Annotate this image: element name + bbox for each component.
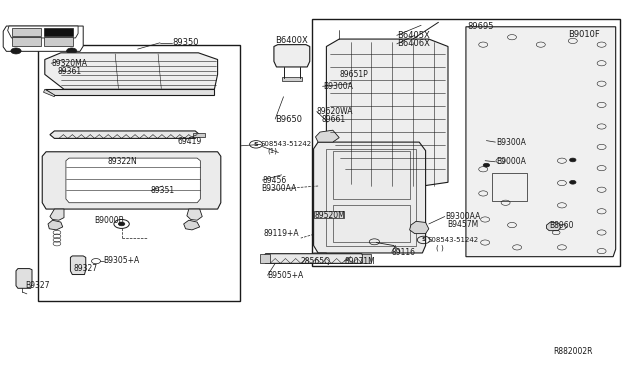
Bar (282, 77, 302, 81)
Text: B9010F: B9010F (568, 31, 600, 39)
Polygon shape (50, 131, 200, 138)
Text: B9000B: B9000B (95, 216, 124, 225)
Bar (12, 28, 41, 36)
Text: 89350: 89350 (173, 38, 199, 47)
Polygon shape (66, 158, 200, 203)
Polygon shape (466, 27, 616, 257)
Text: 89661: 89661 (322, 115, 346, 124)
Circle shape (483, 163, 490, 167)
Polygon shape (45, 89, 214, 95)
Bar (44, 28, 73, 36)
Text: 89520M: 89520M (315, 211, 346, 220)
Text: 89651P: 89651P (339, 70, 368, 79)
Text: 89322N: 89322N (108, 157, 137, 166)
Polygon shape (44, 89, 54, 97)
Circle shape (118, 222, 125, 226)
Text: (1): (1) (268, 148, 278, 154)
Bar (38, 45, 240, 301)
Polygon shape (42, 152, 221, 209)
Text: B9505+A: B9505+A (268, 271, 304, 280)
Text: B9000A: B9000A (496, 157, 526, 166)
Circle shape (67, 48, 77, 54)
Polygon shape (8, 26, 78, 38)
Text: 89071M: 89071M (344, 257, 375, 266)
Bar (260, 254, 270, 263)
Text: S: S (421, 237, 426, 243)
Text: B6406X: B6406X (397, 39, 429, 48)
Bar (314, 211, 344, 218)
Text: 89327: 89327 (74, 264, 98, 273)
Polygon shape (547, 222, 561, 231)
Circle shape (11, 48, 21, 54)
Text: 89351: 89351 (150, 186, 175, 195)
Bar (333, 151, 410, 199)
Polygon shape (274, 45, 310, 67)
Text: 89320MA: 89320MA (51, 59, 87, 68)
Text: B9650: B9650 (275, 115, 302, 124)
Text: S: S (253, 142, 259, 147)
Text: B6400X: B6400X (275, 36, 308, 45)
Text: 89620WA: 89620WA (317, 107, 353, 116)
Polygon shape (187, 209, 202, 220)
Circle shape (570, 158, 576, 162)
Text: B9300AA: B9300AA (261, 184, 296, 193)
Bar (362, 254, 371, 263)
Bar (312, 19, 620, 266)
Polygon shape (262, 254, 365, 263)
Text: B9457M: B9457M (447, 220, 479, 229)
Polygon shape (3, 26, 83, 51)
Polygon shape (45, 53, 218, 89)
Polygon shape (184, 220, 200, 230)
Polygon shape (314, 142, 426, 253)
Text: B9300AA: B9300AA (445, 212, 480, 221)
Polygon shape (48, 220, 63, 230)
Bar (193, 133, 205, 137)
Text: B8960: B8960 (549, 221, 573, 230)
Bar (492, 173, 527, 201)
Text: 28565Q: 28565Q (301, 257, 331, 266)
Bar (333, 205, 410, 242)
Text: 89116: 89116 (392, 248, 416, 257)
Text: S08543-51242: S08543-51242 (260, 141, 312, 147)
Polygon shape (326, 39, 448, 186)
Polygon shape (316, 130, 339, 142)
Text: B9327: B9327 (26, 281, 50, 290)
Text: 89456: 89456 (262, 176, 287, 185)
Polygon shape (311, 253, 326, 262)
Polygon shape (410, 221, 429, 234)
Bar (326, 149, 416, 246)
Polygon shape (50, 209, 64, 220)
Circle shape (570, 180, 576, 184)
Text: R882002R: R882002R (553, 347, 593, 356)
Text: 89119+A: 89119+A (264, 229, 300, 238)
Bar (12, 37, 41, 46)
Text: B9300A: B9300A (323, 82, 353, 91)
Text: 89695: 89695 (467, 22, 493, 31)
Polygon shape (16, 269, 32, 288)
Text: ( ): ( ) (436, 245, 444, 251)
Text: B9300A: B9300A (496, 138, 526, 147)
Text: 89361: 89361 (58, 67, 82, 76)
Text: S08543-51242: S08543-51242 (428, 237, 479, 243)
Polygon shape (70, 256, 86, 275)
Text: B9305+A: B9305+A (104, 256, 140, 265)
Text: 69419: 69419 (177, 137, 202, 146)
Text: B6405X: B6405X (397, 31, 429, 40)
Bar (44, 37, 73, 46)
